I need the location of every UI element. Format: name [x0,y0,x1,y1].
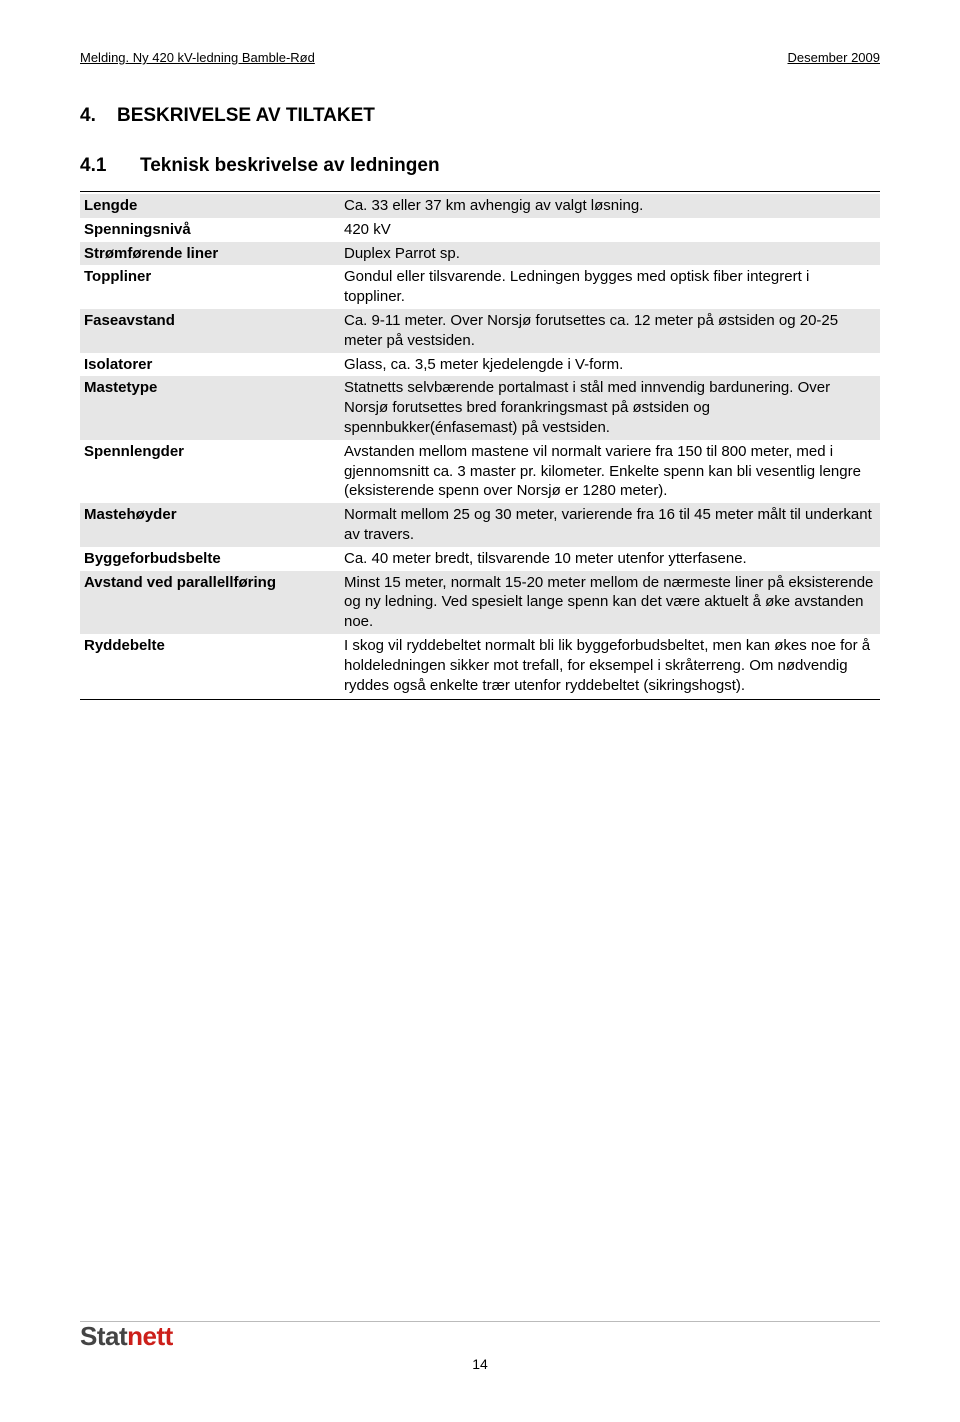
row-label: Isolatorer [80,353,340,377]
spec-table-body: LengdeCa. 33 eller 37 km avhengig av val… [80,194,880,697]
table-row: MastehøyderNormalt mellom 25 og 30 meter… [80,503,880,547]
row-value: Avstanden mellom mastene vil normalt var… [340,440,880,503]
table-row: LengdeCa. 33 eller 37 km avhengig av val… [80,194,880,218]
subsection-title-text: Teknisk beskrivelse av ledningen [140,155,440,177]
row-value: 420 kV [340,218,880,242]
row-label: Spennlengder [80,440,340,503]
page: Melding. Ny 420 kV-ledning Bamble-Rød De… [0,0,960,1422]
section-number: 4. [80,105,96,126]
table-row: FaseavstandCa. 9-11 meter. Over Norsjø f… [80,309,880,353]
row-label: Mastehøyder [80,503,340,547]
row-label: Spenningsnivå [80,218,340,242]
row-value: Gondul eller tilsvarende. Ledningen bygg… [340,265,880,309]
row-label: Byggeforbudsbelte [80,547,340,571]
row-label: Toppliner [80,265,340,309]
row-label: Strømførende liner [80,242,340,266]
subsection-number: 4.1 [80,155,140,177]
subsection-title: 4.1 Teknisk beskrivelse av ledningen [80,155,880,177]
row-value: Normalt mellom 25 og 30 meter, varierend… [340,503,880,547]
logo-part2: nett [127,1321,173,1351]
table-top-rule [80,191,880,192]
row-label: Avstand ved parallellføring [80,571,340,634]
row-value: Statnetts selvbærende portalmast i stål … [340,376,880,439]
page-number: 14 [472,1356,488,1372]
table-row: Strømførende linerDuplex Parrot sp. [80,242,880,266]
table-row: SpennlengderAvstanden mellom mastene vil… [80,440,880,503]
row-value: Ca. 40 meter bredt, tilsvarende 10 meter… [340,547,880,571]
section-title-text: BESKRIVELSE AV TILTAKET [117,105,375,126]
header-right: Desember 2009 [788,50,881,65]
logo: Statnett [80,1321,173,1352]
row-value: Ca. 33 eller 37 km avhengig av valgt løs… [340,194,880,218]
table-row: Spenningsnivå420 kV [80,218,880,242]
table-row: MastetypeStatnetts selvbærende portalmas… [80,376,880,439]
row-value: Minst 15 meter, normalt 15-20 meter mell… [340,571,880,634]
row-value: Glass, ca. 3,5 meter kjedelengde i V-for… [340,353,880,377]
table-row: RyddebelteI skog vil ryddebeltet normalt… [80,634,880,697]
table-row: IsolatorerGlass, ca. 3,5 meter kjedeleng… [80,353,880,377]
header-left: Melding. Ny 420 kV-ledning Bamble-Rød [80,50,315,65]
row-value: Duplex Parrot sp. [340,242,880,266]
row-value: I skog vil ryddebeltet normalt bli lik b… [340,634,880,697]
section-title: 4. BESKRIVELSE AV TILTAKET [80,105,880,127]
row-label: Lengde [80,194,340,218]
table-row: Avstand ved parallellføringMinst 15 mete… [80,571,880,634]
footer-rule [80,1321,880,1322]
row-value: Ca. 9-11 meter. Over Norsjø forutsettes … [340,309,880,353]
table-bottom-rule [80,699,880,700]
spec-table: LengdeCa. 33 eller 37 km avhengig av val… [80,194,880,697]
table-row: TopplinerGondul eller tilsvarende. Ledni… [80,265,880,309]
table-row: ByggeforbudsbelteCa. 40 meter bredt, til… [80,547,880,571]
row-label: Faseavstand [80,309,340,353]
row-label: Mastetype [80,376,340,439]
logo-part1: Stat [80,1321,127,1351]
row-label: Ryddebelte [80,634,340,697]
running-header: Melding. Ny 420 kV-ledning Bamble-Rød De… [80,50,880,65]
